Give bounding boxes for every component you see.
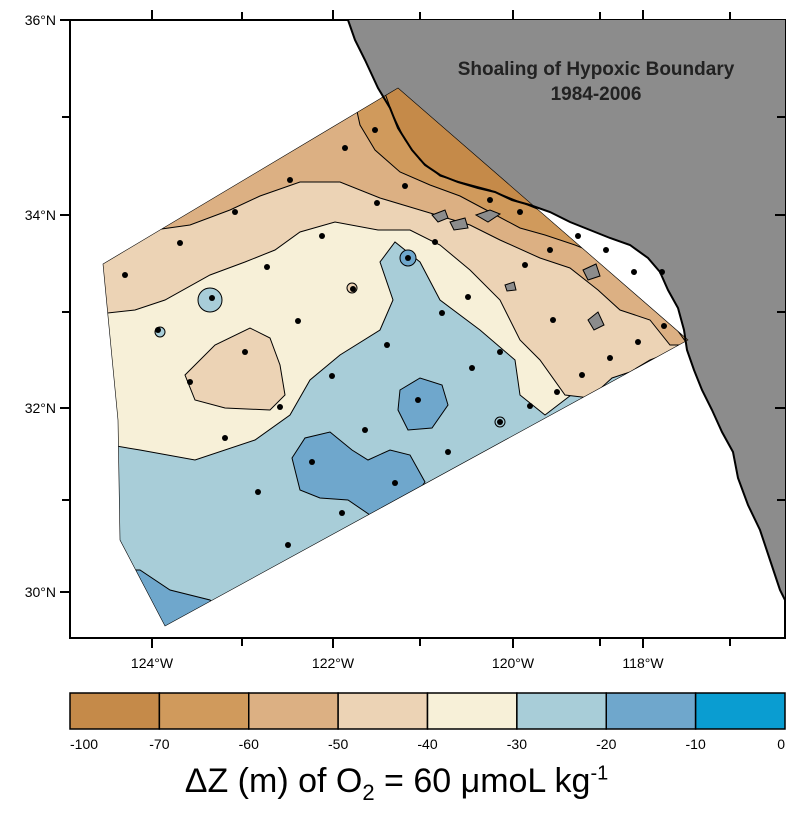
lat-label-36: 36°N [25, 12, 56, 28]
lon-label-120: 120°W [492, 655, 535, 671]
station-markers [122, 127, 667, 548]
lat-label-32: 32°N [25, 400, 56, 416]
colorbar-swatch [694, 692, 786, 730]
colorbar-swatch [426, 692, 518, 730]
colorbar-tick-label: -100 [70, 736, 98, 752]
colorbar-title-prefix: ΔZ (m) of O [184, 762, 363, 800]
map-title: Shoaling of Hypoxic Boundary [458, 59, 735, 80]
lat-label-30: 30°N [25, 584, 56, 600]
colorbar-tick-label: -50 [328, 736, 348, 752]
lon-label-124: 124°W [131, 655, 174, 671]
colorbar-swatch [605, 692, 697, 730]
lon-label-122: 122°W [312, 655, 355, 671]
colorbar-swatch [69, 692, 161, 730]
lon-label-118: 118°W [622, 655, 664, 671]
colorbar-title: ΔZ (m) of O2 = 60 μmoL kg-1 [0, 762, 793, 806]
zone-neg20-neg10-a [397, 377, 449, 431]
zone-neg20-neg10-b [291, 431, 426, 516]
colorbar-title-subscript: 2 [362, 779, 375, 805]
colorbar-title-mid: = 60 μmoL kg [374, 762, 591, 800]
channel-islands [431, 209, 605, 331]
map-subtitle: 1984-2006 [551, 84, 642, 105]
coastline [347, 19, 786, 601]
colorbar-tick-label: -20 [596, 736, 616, 752]
zone-tan-lens [184, 327, 286, 411]
colorbar-tick-labels: -100 -70 -60 -50 -40 -30 -20 -10 0 [70, 736, 785, 752]
colorbar-swatch [337, 692, 429, 730]
colorbar-tick-label: 0 [777, 736, 785, 752]
colorbar-tick-label: -40 [417, 736, 437, 752]
lat-label-34: 34°N [25, 207, 56, 223]
colorbar-tick-label: -10 [686, 736, 706, 752]
colorbar-swatch [516, 692, 607, 730]
axis-ticks [60, 10, 785, 648]
colorbar-tick-label: -70 [149, 736, 169, 752]
survey-region-outline [102, 87, 689, 627]
colorbar [69, 692, 786, 730]
colorbar-title-superscript: -1 [590, 762, 609, 785]
colorbar-tick-label: -60 [239, 736, 259, 752]
colorbar-swatch [248, 692, 339, 730]
colorbar-swatch [158, 692, 250, 730]
colorbar-tick-label: -30 [507, 736, 527, 752]
